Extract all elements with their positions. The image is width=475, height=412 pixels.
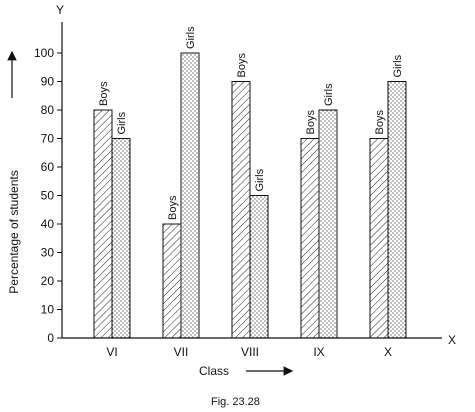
bar-boys-x (369, 138, 389, 339)
bar-girls-vi (111, 138, 131, 339)
bar-label-boys: Boys (167, 195, 179, 220)
bar-label-boys: Boys (236, 53, 248, 78)
bar-girls-ix (318, 109, 338, 339)
category-label-group: VI VII VIII IX X (106, 345, 392, 359)
bar-label-girls: Girls (323, 83, 335, 106)
bar-label-girls: Girls (116, 111, 128, 134)
y-tick-label: 60 (41, 160, 55, 174)
x-axis-letter: X (448, 333, 456, 347)
bar-group: Boys Girls Boys Girls Boys Girls Boys Girls Boys… (93, 26, 407, 339)
bar-label-girls: Girls (392, 54, 404, 77)
category-label: X (384, 345, 392, 359)
bar-girls-viii (249, 195, 269, 339)
bar-label-girls: Girls (185, 26, 197, 49)
x-axis-title: Class (199, 364, 229, 378)
bar-girls-x (387, 81, 407, 339)
y-tick-label: 30 (41, 246, 55, 260)
bar-label-boys: Boys (98, 81, 110, 106)
y-tick-label: 0 (47, 331, 54, 345)
bar-label-boys: Boys (305, 110, 317, 135)
category-label: VIII (241, 345, 259, 359)
bar-boys-vi (93, 109, 113, 339)
y-tick-label: 20 (41, 274, 55, 288)
y-tick-group: 0 10 20 30 40 50 60 70 80 90 100 (34, 46, 62, 345)
category-label: VI (106, 345, 117, 359)
y-axis-letter: Y (56, 3, 64, 17)
bar-boys-ix (300, 138, 320, 339)
bar-boys-vii (162, 223, 182, 339)
category-label: VII (174, 345, 189, 359)
y-tick-label: 10 (41, 303, 55, 317)
y-tick-label: 100 (34, 46, 54, 60)
y-tick-label: 50 (41, 189, 55, 203)
y-axis-title-group: Percentage of students (7, 50, 21, 294)
bar-label-girls: Girls (254, 168, 266, 191)
bar-girls-vii (180, 52, 200, 339)
y-tick-label: 70 (41, 132, 55, 146)
bar-boys-viii (231, 81, 251, 339)
y-tick-label: 90 (41, 75, 55, 89)
y-axis-title: Percentage of students (7, 170, 21, 293)
category-label: IX (313, 345, 324, 359)
y-tick-label: 40 (41, 217, 55, 231)
y-tick-label: 80 (41, 103, 55, 117)
figure-caption: Fig. 23.28 (211, 396, 260, 408)
bar-label-boys: Boys (374, 110, 386, 135)
x-axis-title-group: Class (199, 364, 294, 378)
